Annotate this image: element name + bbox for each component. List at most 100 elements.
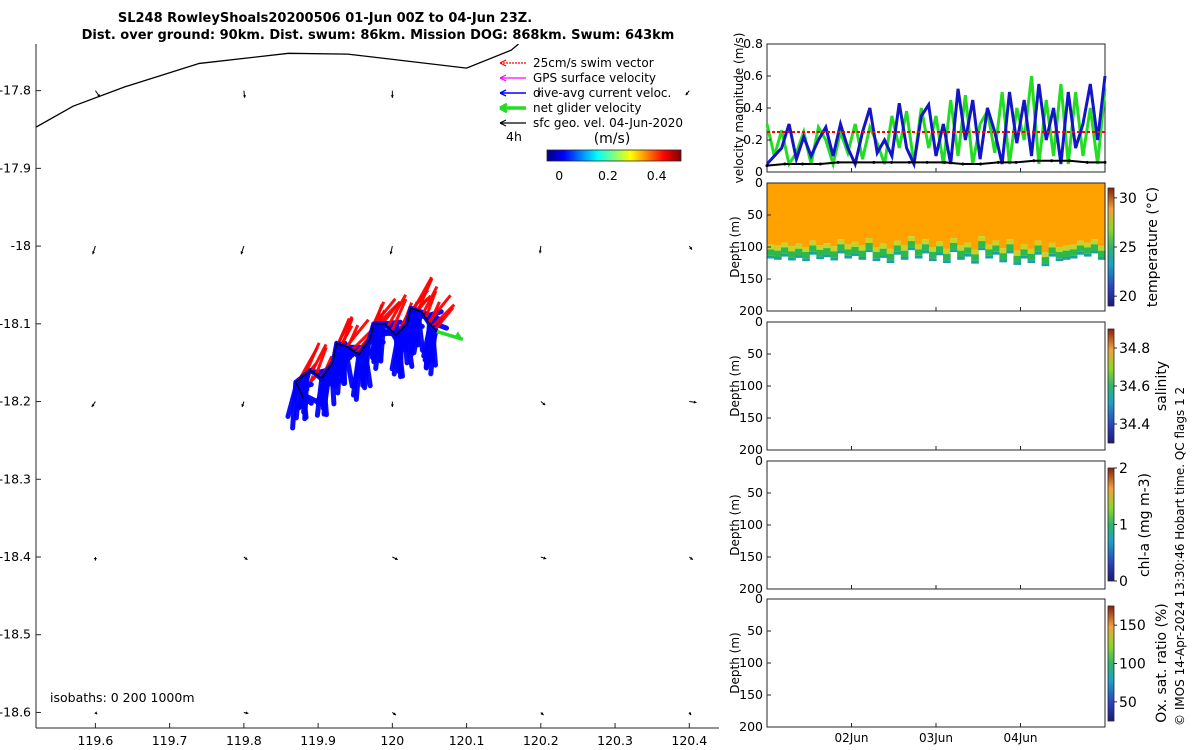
temp-cold-col-12 xyxy=(851,253,860,256)
temp-thermocline-col-45 xyxy=(1083,242,1092,248)
map-ytick-label-2: -18 xyxy=(11,238,31,253)
sfc-geo-point-14 xyxy=(1014,160,1018,164)
net-glider-velocity-arrowhead xyxy=(453,331,463,340)
temp-warm-col-11 xyxy=(844,183,853,245)
sfc-geo-point-7 xyxy=(890,160,894,164)
temp-warm-col-29 xyxy=(971,183,979,250)
map-xtick-label-4: 120 xyxy=(380,733,404,748)
temp-cold-col-24 xyxy=(936,252,944,256)
sfc-vector-head-16 xyxy=(244,556,248,560)
temp-cold-col-29 xyxy=(971,260,979,264)
temp-thermocline-col-1 xyxy=(774,245,782,251)
temp-cb-tick-label-0: 20 xyxy=(1119,289,1137,305)
temp-warm-col-24 xyxy=(936,183,944,242)
sfc-geo-point-12 xyxy=(978,162,982,166)
temp-cold-col-33 xyxy=(999,259,1008,263)
chl-cb-tick-label-1: 1 xyxy=(1119,518,1128,534)
temp-warm-col-0 xyxy=(767,183,775,245)
temp-cold-col-39 xyxy=(1041,263,1050,267)
sfc-vector-head-20 xyxy=(94,711,98,715)
velocity-ylabel: velocity magnitude (m/s) xyxy=(732,33,746,184)
temp-thermocline-col-8 xyxy=(823,243,831,249)
swim-vector-14-4 xyxy=(424,290,438,319)
temp-warm-col-34 xyxy=(1006,183,1015,240)
copyright-footer: © IMOS 14-Apr-2024 13:30:46 Hobart time.… xyxy=(1173,387,1187,726)
chl-cb-tick-label-2: 2 xyxy=(1119,461,1128,477)
sfc-vector-head-6 xyxy=(240,251,244,255)
temp-cold-col-45 xyxy=(1083,253,1092,257)
vel-ytick-label-0: 0 xyxy=(755,164,763,179)
sal-cb-tick-label-2: 34.8 xyxy=(1119,341,1150,357)
temp-cool-col-41 xyxy=(1055,251,1064,259)
temp-cool-col-26 xyxy=(950,242,958,250)
sal-ytick-label-1: 50 xyxy=(747,346,763,361)
current-vector-5-7 xyxy=(340,344,349,383)
sfc-geo-point-13 xyxy=(996,160,1000,164)
ox-cb-tick-label-2: 150 xyxy=(1119,618,1146,634)
temp-warm-col-41 xyxy=(1055,183,1064,247)
temp-warm-col-36 xyxy=(1020,183,1029,245)
temp-thermocline-col-42 xyxy=(1062,245,1071,251)
vel-ytick-label-3: 0.6 xyxy=(743,68,763,83)
temp-warm-col-32 xyxy=(992,183,1000,241)
time-tick-label-2: 04Jun xyxy=(1003,731,1037,745)
temp-ytick-label-1: 50 xyxy=(747,207,763,222)
map-legend: 25cm/s swim vector GPS surface velocity … xyxy=(499,56,683,183)
chlorophyll-colorbar-label: chl-a (mg m-3) xyxy=(1137,473,1153,577)
temp-cool-col-10 xyxy=(837,244,846,251)
map-ytick-label-1: -17.9 xyxy=(0,160,31,175)
temp-cold-col-41 xyxy=(1055,258,1064,262)
sfc-vector-head-10 xyxy=(91,403,95,407)
temp-cold-col-37 xyxy=(1027,260,1036,263)
vel-ytick-label-4: 0.8 xyxy=(743,36,763,51)
legend-label-gps: GPS surface velocity xyxy=(533,71,656,85)
sfc-geo-point-18 xyxy=(1085,160,1089,164)
chlorophyll-panel: 0 50 100 150 200 Depth (m) 0 1 2 chl-a (mg m-3… xyxy=(728,453,1153,596)
temp-warm-col-30 xyxy=(978,183,986,237)
temp-warm-col-19 xyxy=(900,183,909,246)
temp-cool-col-19 xyxy=(900,250,909,257)
temp-cold-col-7 xyxy=(816,256,824,260)
temp-cold-col-2 xyxy=(781,253,789,257)
temp-warm-col-16 xyxy=(879,183,888,244)
swim-vector-5-4 xyxy=(340,317,354,346)
temp-cool-col-36 xyxy=(1020,249,1029,256)
swim-vector-8-7 xyxy=(372,297,397,327)
temp-warm-col-42 xyxy=(1062,183,1071,246)
temp-thermocline-col-28 xyxy=(964,242,972,248)
temp-cool-col-17 xyxy=(886,253,895,261)
temp-thermocline-col-38 xyxy=(1034,240,1043,246)
current-vector-13-7 xyxy=(411,309,424,356)
legend-label-swim-vector: 25cm/s swim vector xyxy=(533,56,654,70)
coastline xyxy=(36,44,519,128)
salinity-axes-box xyxy=(766,321,1106,451)
temp-cool-col-15 xyxy=(872,251,881,259)
sfc-vector-head-8 xyxy=(538,250,542,254)
legend-colorbar-tick-0: 0 xyxy=(555,168,563,183)
sfc-geo-point-16 xyxy=(1050,159,1054,163)
temp-cool-col-32 xyxy=(992,245,1000,252)
temp-warm-col-4 xyxy=(795,183,803,244)
swim-vector-15-6 xyxy=(433,306,455,331)
temp-cool-col-34 xyxy=(1006,244,1015,251)
swim-vector-6-0 xyxy=(346,324,360,348)
temp-thermocline-col-31 xyxy=(985,244,993,250)
sfc-vector-head-4 xyxy=(685,92,689,96)
temp-cool-col-14 xyxy=(865,242,874,250)
sfc-vector-head-22 xyxy=(392,712,396,716)
oxygen-colorbar-label: Ox. sat. ratio (%) xyxy=(1154,603,1170,722)
current-vector-9-6 xyxy=(369,321,385,360)
time-step-label: 4h xyxy=(506,129,522,144)
temp-warm-col-45 xyxy=(1083,183,1092,243)
legend-colorbar-tick-2: 0.4 xyxy=(647,168,667,183)
temp-cool-col-28 xyxy=(964,247,972,254)
temp-warm-col-27 xyxy=(957,183,965,246)
legend-colorbar-ticks: 0 0.2 0.4 xyxy=(555,168,666,183)
sfc-vector-head-7 xyxy=(389,251,393,255)
temp-cool-col-39 xyxy=(1041,257,1050,264)
sfc-geo-point-2 xyxy=(801,162,805,166)
oxygen-colorbar xyxy=(1107,605,1115,722)
temp-thermocline-col-47 xyxy=(1097,245,1106,251)
ox-cb-tick-label-1: 100 xyxy=(1119,657,1146,673)
sfc-vector-head-23 xyxy=(540,712,544,716)
